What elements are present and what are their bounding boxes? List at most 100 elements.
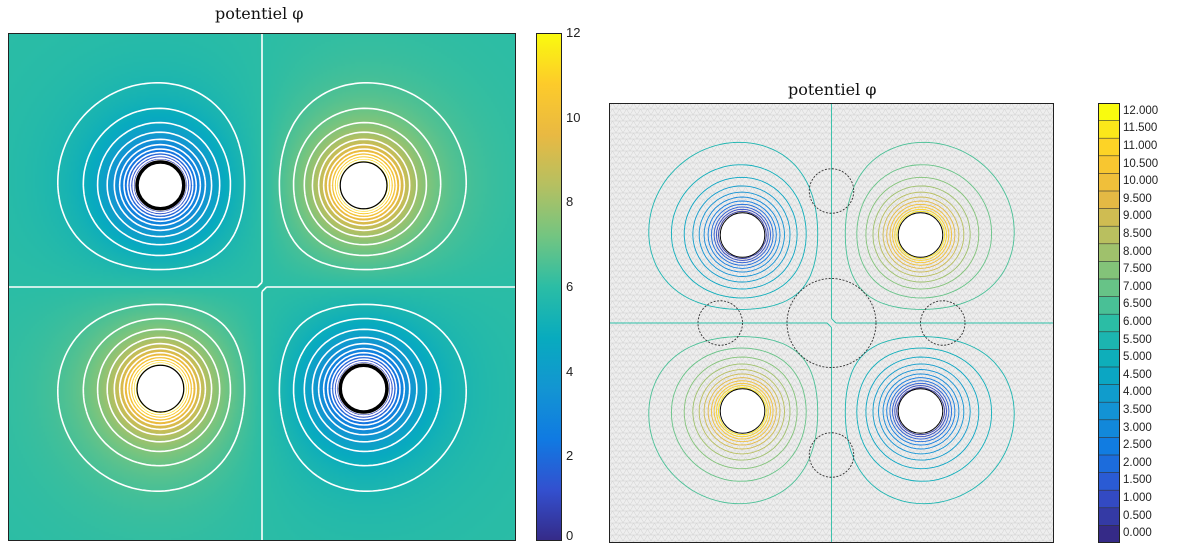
right-colorbar-tick-14: 5.000 <box>1123 351 1152 364</box>
contour-level-22 <box>134 159 390 415</box>
right-colorbar-cell-17 <box>1098 401 1120 421</box>
contour-level-2 <box>129 154 395 420</box>
contour-level-5 <box>118 143 406 431</box>
contour-level-19 <box>126 151 398 423</box>
left-colorbar-tick-5: 10 <box>566 109 581 125</box>
contour-level-18 <box>707 200 956 446</box>
left-holes <box>135 160 389 414</box>
left-colorbar-tick-0: 0 <box>566 528 574 543</box>
right-colorbar-tick-15: 4.500 <box>1123 368 1152 381</box>
contour-level-1 <box>716 208 947 438</box>
right-colorbar-cell-20 <box>1098 454 1120 474</box>
right-colorbar-tick-22: 1.000 <box>1123 492 1152 504</box>
right-colorbar-tick-0: 12.000 <box>1123 104 1159 117</box>
contour-level-16 <box>698 191 965 455</box>
hole-1 <box>339 161 388 210</box>
right-colorbar-cell-12 <box>1098 313 1120 333</box>
contour-level-20 <box>713 206 950 440</box>
contour-level-17 <box>703 196 960 450</box>
contour-level-7 <box>692 185 971 461</box>
contour-level-17 <box>118 143 406 431</box>
right-colorbar-cell-22 <box>1098 489 1120 509</box>
right-colorbar-tick-8: 8.000 <box>1123 245 1152 258</box>
contour-level-1 <box>132 157 392 417</box>
contour-level-10 <box>57 82 467 492</box>
contour-level-9 <box>82 107 442 467</box>
right-colorbar <box>1098 103 1120 543</box>
right-colorbar-cell-18 <box>1098 419 1120 438</box>
right-colorbar-tick-9: 7.500 <box>1123 263 1152 276</box>
left-colorbar-tick-6: 12 <box>566 25 581 40</box>
right-colorbar-cell-4 <box>1098 173 1120 192</box>
contour-level-4 <box>123 148 401 426</box>
contour-level-21 <box>132 157 392 417</box>
contour-level-12 <box>648 141 1015 505</box>
contour-level-5 <box>703 196 960 450</box>
right-colorbar-cell-16 <box>1098 384 1120 403</box>
right-colorbar-tick-18: 3.000 <box>1123 421 1152 434</box>
right-contour-lines <box>609 103 1054 543</box>
left-chart-title: potentiel φ <box>215 4 304 23</box>
right-colorbar-cell-9 <box>1098 261 1120 280</box>
right-colorbar-tick-13: 5.500 <box>1123 333 1152 346</box>
contour-level-18 <box>123 148 401 426</box>
left-potential-plot <box>8 33 516 541</box>
right-colorbar-cell-6 <box>1098 208 1120 227</box>
right-colorbar-tick-16: 4.000 <box>1123 386 1152 399</box>
hole-2 <box>136 364 185 413</box>
right-holes <box>719 212 944 434</box>
dielectric-region-0 <box>786 278 877 368</box>
contour-level-14 <box>683 176 980 470</box>
contour-level-4 <box>707 200 956 446</box>
right-colorbar-tick-7: 8.500 <box>1123 228 1152 240</box>
right-colorbar-tick-20: 2.000 <box>1123 456 1152 469</box>
contour-level-22 <box>718 210 945 436</box>
contour-level-8 <box>96 121 428 453</box>
right-colorbar-cell-11 <box>1098 296 1120 315</box>
contour-level-6 <box>698 191 965 455</box>
right-colorbar-cell-13 <box>1098 331 1120 351</box>
contour-level-13 <box>82 107 442 467</box>
contour-level-13 <box>671 164 992 482</box>
right-colorbar-cell-19 <box>1098 437 1120 456</box>
right-colorbar-tick-24: 0.000 <box>1123 527 1152 540</box>
right-colorbar-cell-14 <box>1098 349 1120 368</box>
right-colorbar-cell-7 <box>1098 225 1120 245</box>
right-colorbar-cell-24 <box>1098 525 1120 543</box>
contour-level-11 <box>8 33 516 541</box>
left-plot-frame <box>8 33 516 541</box>
right-colorbar-tick-21: 1.500 <box>1123 474 1152 487</box>
hole-0 <box>135 160 186 211</box>
right-colorbar-tick-10: 7.000 <box>1123 280 1152 293</box>
left-colorbar-frame <box>536 33 562 541</box>
contour-level-11 <box>609 103 1054 543</box>
right-colorbar-cell-23 <box>1098 507 1120 526</box>
right-colorbar-tick-11: 6.500 <box>1123 298 1152 311</box>
right-colorbar-tick-6: 9.000 <box>1123 210 1152 223</box>
right-colorbar-cell-15 <box>1098 366 1120 386</box>
contour-level-9 <box>671 164 992 482</box>
right-potential-plot <box>609 103 1054 543</box>
left-colorbar-tick-2: 4 <box>566 363 574 379</box>
dielectric-region-2 <box>808 432 855 478</box>
right-colorbar-tick-12: 6.000 <box>1123 316 1152 328</box>
contour-level-6 <box>113 138 411 436</box>
left-colorbar <box>536 33 562 541</box>
contour-level-7 <box>106 131 418 443</box>
right-chart-title: potentiel φ <box>788 80 877 99</box>
contour-level-8 <box>683 176 980 470</box>
right-colorbar-cell-2 <box>1098 137 1120 157</box>
contour-level-12 <box>57 82 467 492</box>
left-colorbar-tick-4: 8 <box>566 194 574 210</box>
contour-level-3 <box>126 151 398 423</box>
contour-level-20 <box>129 154 395 420</box>
right-colorbar-tick-23: 0.500 <box>1123 509 1152 522</box>
dielectric-region-4 <box>920 300 966 346</box>
right-colorbar-tick-4: 10.000 <box>1123 175 1159 188</box>
contour-level-0 <box>718 210 945 436</box>
contour-level-16 <box>113 138 411 436</box>
right-colorbar-cell-0 <box>1098 103 1120 122</box>
right-colorbar-frame <box>1098 103 1120 543</box>
left-colorbar-tick-1: 2 <box>566 448 574 464</box>
left-colorbar-tick-3: 6 <box>566 279 574 294</box>
